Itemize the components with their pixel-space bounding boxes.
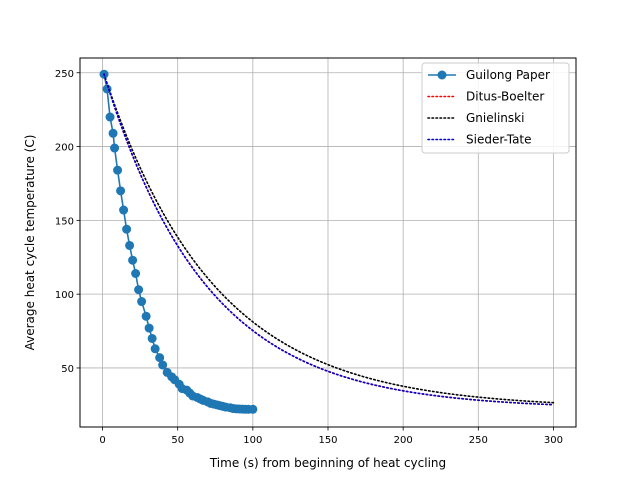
legend-label-ditus-boelter: Ditus-Boelter [466, 90, 544, 104]
legend-label-gnielinski: Gnielinski [466, 111, 524, 125]
data-point-guilong-paper [119, 205, 129, 215]
y-tick-label: 250 [55, 69, 74, 80]
series-line-gnielinski [103, 73, 555, 404]
x-tick-label: 100 [243, 435, 262, 446]
data-point-guilong-paper [131, 268, 141, 278]
legend-marker-guilong-paper [437, 70, 447, 80]
data-point-guilong-paper [108, 128, 118, 138]
data-point-guilong-paper [150, 344, 160, 354]
x-tick-label: 200 [394, 435, 413, 446]
axis-ticks: 0 50 100 150 200 250 300 50 100 150 200 250 [55, 69, 563, 446]
y-axis-label: Average heat cycle temperature (C) [23, 135, 37, 351]
data-point-guilong-paper [113, 165, 123, 175]
data-point-guilong-paper [110, 143, 120, 153]
legend: Guilong Paper Ditus-Boelter Gnielinski Sied… [421, 62, 570, 154]
data-point-guilong-paper [125, 240, 135, 250]
y-tick-label: 50 [61, 364, 74, 375]
legend-box [421, 62, 570, 154]
data-point-guilong-paper [147, 333, 157, 343]
x-tick-label: 150 [318, 435, 337, 446]
x-tick-label: 50 [171, 435, 184, 446]
data-point-guilong-paper [158, 360, 168, 370]
x-tick-label: 0 [99, 435, 105, 446]
series-line-sieder-tate [103, 73, 555, 406]
data-point-guilong-paper [122, 224, 132, 234]
data-point-guilong-paper [116, 186, 126, 196]
data-point-guilong-paper [248, 404, 258, 414]
data-point-guilong-paper [155, 353, 165, 363]
legend-label-sieder-tate: Sieder-Tate [466, 133, 532, 147]
legend-label-guilong-paper: Guilong Paper [466, 68, 550, 82]
data-point-guilong-paper [144, 323, 154, 333]
x-tick-label: 300 [544, 435, 563, 446]
plot-series [99, 69, 555, 414]
x-tick-label: 250 [469, 435, 488, 446]
y-tick-label: 150 [55, 216, 74, 227]
data-point-guilong-paper [141, 311, 151, 321]
y-tick-label: 100 [55, 290, 74, 301]
data-point-guilong-paper [137, 297, 147, 307]
y-tick-label: 200 [55, 143, 74, 154]
data-point-guilong-paper [134, 285, 144, 295]
data-point-guilong-paper [128, 255, 138, 265]
x-axis-label: Time (s) from beginning of heat cycling [209, 456, 446, 470]
data-point-guilong-paper [105, 112, 115, 122]
